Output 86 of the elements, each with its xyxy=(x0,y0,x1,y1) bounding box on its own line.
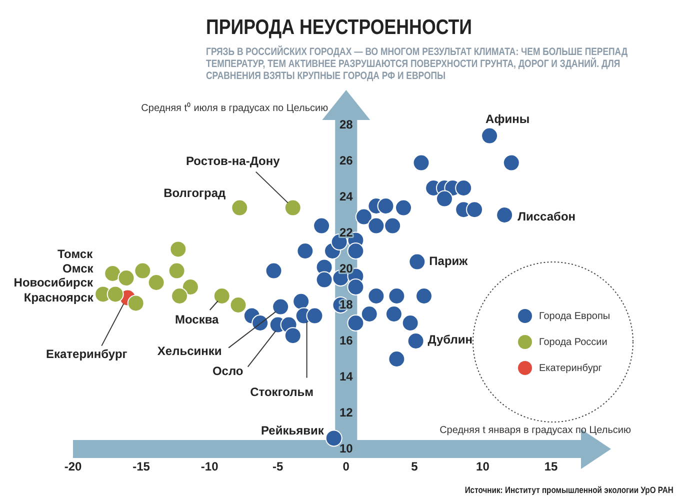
x-tick-label: -5 xyxy=(272,459,284,474)
point xyxy=(316,271,333,288)
annotation: Париж xyxy=(429,254,468,268)
x-tick-label: 10 xyxy=(476,459,490,474)
point xyxy=(272,298,290,316)
point xyxy=(231,199,248,216)
x-tick-label: -10 xyxy=(200,459,219,474)
y-tick-label: 12 xyxy=(339,405,354,420)
y-tick-label: 16 xyxy=(339,333,354,348)
point xyxy=(436,190,453,208)
point xyxy=(395,199,412,216)
point xyxy=(481,127,498,144)
point xyxy=(284,327,302,344)
annotation: Екатеринбург xyxy=(46,347,128,362)
annotation: Ростов-на-Дону xyxy=(186,154,280,168)
point xyxy=(148,274,165,291)
point xyxy=(296,242,314,260)
point xyxy=(168,262,186,280)
point xyxy=(265,262,282,280)
point xyxy=(368,217,385,234)
point xyxy=(415,288,432,304)
y-tick-label: 28 xyxy=(339,117,354,132)
legend-label: Екатеринбург xyxy=(539,362,602,374)
point xyxy=(388,288,406,304)
annotation: Лиссабон xyxy=(518,209,576,224)
annotation: Москва xyxy=(174,312,220,326)
point xyxy=(171,288,188,304)
text: Источник: Институт промышленной экологии УрО РАН xyxy=(464,485,673,495)
point xyxy=(455,180,472,196)
legend-label: Города Европы xyxy=(539,310,610,322)
point xyxy=(182,278,199,296)
point xyxy=(284,199,302,216)
point xyxy=(306,307,324,324)
point xyxy=(466,201,484,218)
point xyxy=(408,253,426,270)
point xyxy=(347,278,364,296)
annotation: Красноярск xyxy=(24,290,94,305)
legend-label: Города России xyxy=(539,336,608,348)
point xyxy=(104,265,122,282)
point xyxy=(377,198,394,214)
point xyxy=(252,314,269,332)
point xyxy=(230,296,247,314)
x-tick-label: -20 xyxy=(64,459,82,474)
annotation: Новосибирск xyxy=(14,276,94,290)
annotation: Рейкьявик xyxy=(260,424,325,438)
annotation: Хельсинки xyxy=(157,344,222,358)
point xyxy=(127,294,144,312)
point xyxy=(355,208,372,226)
annotation: Афины xyxy=(486,112,530,126)
point xyxy=(118,270,135,286)
point xyxy=(412,154,430,172)
annotation: Омск xyxy=(62,261,94,276)
point xyxy=(402,314,419,332)
point xyxy=(388,350,406,368)
point xyxy=(385,306,402,322)
x-tick-label: 15 xyxy=(544,459,558,474)
point xyxy=(360,306,378,322)
point xyxy=(106,286,124,303)
annotation: Осло xyxy=(212,364,244,378)
x-tick-label: 5 xyxy=(411,459,418,474)
point xyxy=(384,217,402,234)
point xyxy=(347,242,364,260)
y-tick-label: 14 xyxy=(339,369,354,384)
point xyxy=(292,292,310,310)
x-tick-label: -15 xyxy=(132,459,150,474)
y-axis-title: Средняя t⁰ июля в градусах по Цельсию xyxy=(141,102,329,114)
point xyxy=(368,288,385,304)
chart-title: ПРИРОДА НЕУСТРОЕННОСТИ xyxy=(206,16,472,40)
y-tick-label: 10 xyxy=(339,441,354,456)
point xyxy=(213,288,230,304)
annotation: Стокгольм xyxy=(250,385,314,400)
x-axis-title: Средняя t января в градусах по Цельсию xyxy=(440,424,632,436)
annotation: Волгоград xyxy=(164,186,226,200)
annotation: Томск xyxy=(57,246,94,261)
point xyxy=(347,314,364,332)
annotation: Дублин xyxy=(428,332,473,346)
chart-subtitle: ГРЯЗЬ В РОССИЙСКИХ ГОРОДАХ — ВО МНОГОМ РЕЗУЛЬТАТ КЛИМАТА: ЧЕМ БОЛЬШЕ ПЕРЕПАД ТЕМПЕРАТУР, ТЕМ АКТИВНЕЕ РАЗРУШАЮТСЯ ПОВЕРХНОСТИ ГРУНТА, ДОРОГ И ЗДАНИЙ. ДЛЯ СРАВНЕНИЯ ВЗЯТЫ КРУПНЫЕ ГОРОДА РФ И ЕВРОПЫ xyxy=(206,46,629,82)
point xyxy=(502,154,520,172)
y-tick-label: 26 xyxy=(339,153,354,168)
point xyxy=(313,217,330,234)
point xyxy=(407,332,424,350)
y-tick-label: 24 xyxy=(339,189,354,204)
x-tick-label: 0 xyxy=(342,459,350,474)
point xyxy=(134,262,152,280)
point xyxy=(496,206,514,224)
point xyxy=(170,240,187,258)
